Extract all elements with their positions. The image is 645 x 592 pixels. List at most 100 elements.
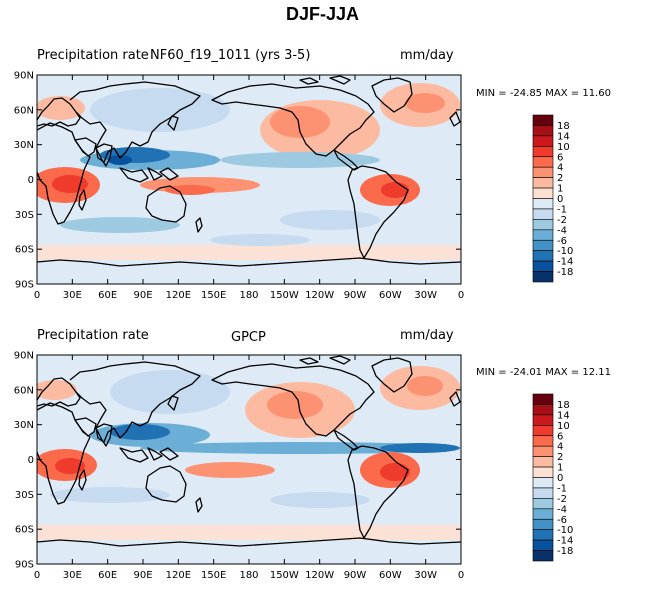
panel1-lon-label: 30W bbox=[414, 290, 437, 301]
panel1-colorbar-label: 6 bbox=[557, 152, 563, 163]
panel1-map bbox=[37, 75, 461, 284]
panel2-variable-label: Precipitation rate bbox=[37, 328, 149, 343]
panel1-lat-label: 30N bbox=[14, 140, 34, 151]
panel2-colorbar-label: 6 bbox=[557, 431, 563, 442]
panel1-lon-label: 120W bbox=[305, 290, 334, 301]
panel1-lon-label: 90W bbox=[344, 290, 367, 301]
panel1-colorbar-label: 1 bbox=[557, 184, 563, 195]
panel1-lat-label: 0 bbox=[28, 175, 34, 186]
panel2-colorbar-label: 0 bbox=[557, 473, 563, 484]
panel1-lon-label: 60W bbox=[379, 290, 402, 301]
panel2-colorbar-swatch bbox=[532, 508, 554, 520]
panel2-colorbar-label: 14 bbox=[557, 410, 570, 421]
panel1-colorbar-swatch bbox=[532, 146, 554, 158]
panel2-colorbar-swatch bbox=[532, 425, 554, 437]
panel2-min-value: -24.01 bbox=[509, 367, 543, 378]
panel2-lon-label: 0 bbox=[458, 570, 464, 581]
panel1-colorbar-label: 14 bbox=[557, 131, 570, 142]
panel1-colorbar-swatch bbox=[532, 187, 554, 199]
panel1-colorbar-label: 0 bbox=[557, 194, 563, 205]
panel2-colorbar-label: 18 bbox=[557, 400, 570, 411]
panel1-lon-label: 0 bbox=[34, 290, 40, 301]
panel2-colorbar-swatch bbox=[532, 477, 554, 489]
panel2-lat-label: 90S bbox=[15, 560, 34, 571]
panel1-colorbar-label: 4 bbox=[557, 163, 563, 174]
panel2-colorbar-label: 4 bbox=[557, 442, 563, 453]
panel1-colorbar-swatch bbox=[532, 229, 554, 241]
panel2-colorbar-label: -2 bbox=[557, 494, 567, 505]
panel1-lat-label: 60S bbox=[15, 245, 34, 256]
panel2-lon-label: 180 bbox=[239, 570, 258, 581]
panel2-lon-label: 90E bbox=[133, 570, 152, 581]
panel2-lon-label: 120W bbox=[305, 570, 334, 581]
panel2-case-label: GPCP bbox=[231, 330, 266, 345]
panel2-units-label: mm/day bbox=[400, 328, 454, 343]
panel2-lat-label: 30N bbox=[14, 420, 34, 431]
panel2-minmax: MIN = -24.01 MAX = 12.11 bbox=[476, 367, 611, 378]
panel2-lon-label: 60W bbox=[379, 570, 402, 581]
panel2-colorbar-swatch bbox=[532, 550, 554, 562]
panel1-lat-label: 90S bbox=[15, 280, 34, 291]
panel2-max-value: 12.11 bbox=[582, 367, 611, 378]
panel2-lon-label: 30W bbox=[414, 570, 437, 581]
panel2-colorbar-swatch bbox=[532, 466, 554, 478]
panel1-units-label: mm/day bbox=[400, 48, 454, 63]
panel2-colorbar-swatch bbox=[532, 487, 554, 499]
panel2-colorbar-swatch bbox=[532, 393, 554, 405]
panel2-colorbar-swatch bbox=[532, 518, 554, 530]
panel1-colorbar-swatch bbox=[532, 208, 554, 220]
panel2-lat-label: 90N bbox=[14, 351, 34, 362]
panel1-minmax: MIN = -24.85 MAX = 11.60 bbox=[476, 88, 611, 99]
panel1-lat-label: 30S bbox=[15, 210, 34, 221]
panel1-min-value: -24.85 bbox=[509, 88, 543, 99]
panel1-colorbar-swatch bbox=[532, 156, 554, 168]
panel1-colorbar-label: -18 bbox=[557, 267, 573, 278]
panel2-lon-label: 60E bbox=[98, 570, 117, 581]
panel1-max-value: 11.60 bbox=[582, 88, 611, 99]
panel1-lat-label: 90N bbox=[14, 71, 34, 82]
panel2-colorbar-label: 1 bbox=[557, 463, 563, 474]
panel2-colorbar-swatch bbox=[532, 435, 554, 447]
panel2-lon-label: 0 bbox=[34, 570, 40, 581]
panel1-colorbar-label: 18 bbox=[557, 121, 570, 132]
panel1-colorbar-label: -6 bbox=[557, 236, 567, 247]
panel1-case-label: NF60_f19_1011 (yrs 3-5) bbox=[150, 48, 311, 63]
panel1-max-label: MAX = bbox=[545, 88, 580, 99]
panel2-lat-label: 60S bbox=[15, 525, 34, 536]
panel1-lon-label: 60E bbox=[98, 290, 117, 301]
panel1-colorbar-label: -2 bbox=[557, 215, 567, 226]
panel1-colorbar-swatch bbox=[532, 239, 554, 251]
panel2-colorbar-swatch bbox=[532, 456, 554, 468]
panel1-lon-label: 30E bbox=[63, 290, 82, 301]
panel2-map bbox=[37, 355, 461, 564]
panel1-colorbar-swatch bbox=[532, 260, 554, 272]
panel1-colorbar-label: -4 bbox=[557, 225, 567, 236]
panel1-min-label: MIN = bbox=[476, 88, 507, 99]
panel2-lat-label: 60N bbox=[14, 385, 34, 396]
panel1-lat-label: 60N bbox=[14, 105, 34, 116]
panel2-colorbar-label: -10 bbox=[557, 525, 573, 536]
panel2-lat-label: 0 bbox=[28, 455, 34, 466]
panel2-colorbar-label: -4 bbox=[557, 504, 567, 515]
panel2-colorbar-swatch bbox=[532, 498, 554, 510]
panel1-colorbar-swatch bbox=[532, 166, 554, 178]
panel2-lon-label: 30E bbox=[63, 570, 82, 581]
panel2-lon-label: 90W bbox=[344, 570, 367, 581]
panel2-colorbar-swatch bbox=[532, 404, 554, 416]
panel1-colorbar-label: -10 bbox=[557, 246, 573, 257]
panel1-colorbar-label: -14 bbox=[557, 257, 573, 268]
panel2-lon-label: 120E bbox=[166, 570, 191, 581]
panel2-colorbar-label: -14 bbox=[557, 536, 573, 547]
panel2-colorbar-swatch bbox=[532, 414, 554, 426]
panel2-min-label: MIN = bbox=[476, 367, 507, 378]
panel2-colorbar-label: -1 bbox=[557, 483, 567, 494]
panel1-lon-label: 0 bbox=[458, 290, 464, 301]
panel2-colorbar-swatch bbox=[532, 529, 554, 541]
panel1-variable-label: Precipitation rate bbox=[37, 48, 149, 63]
panel2-colorbar-swatch bbox=[532, 445, 554, 457]
panel1-colorbar-swatch bbox=[532, 177, 554, 189]
panel1-colorbar-swatch bbox=[532, 271, 554, 283]
panel2-colorbar-label: 2 bbox=[557, 452, 563, 463]
